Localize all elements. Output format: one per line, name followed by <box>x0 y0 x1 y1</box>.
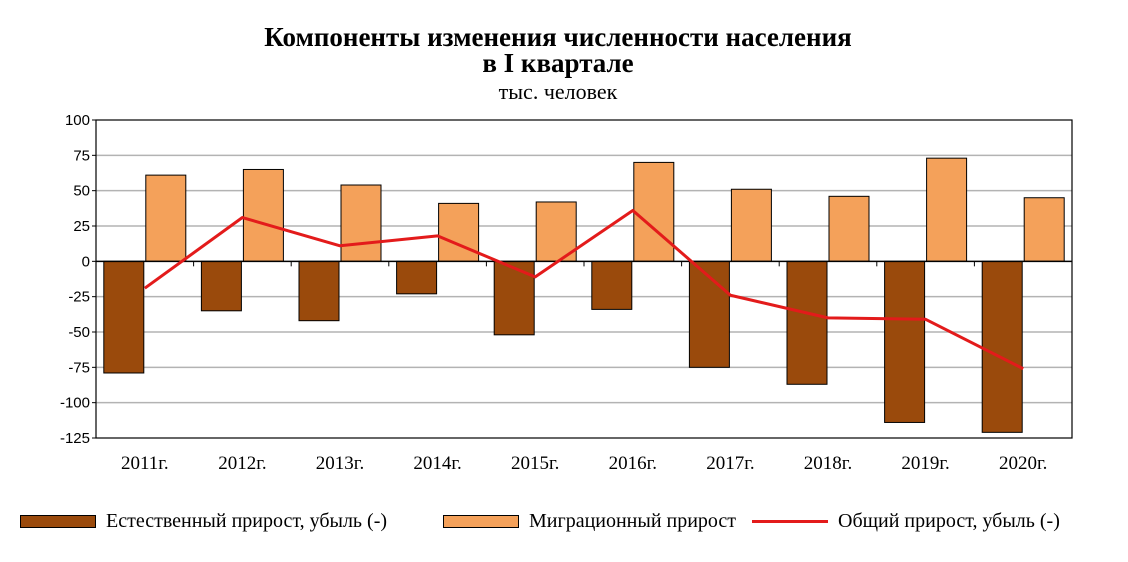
bar-migration <box>633 161 675 262</box>
legend-item-total: Общий прирост, убыль (-) <box>752 506 1060 536</box>
legend-label-natural: Естественный прирост, убыль (-) <box>106 509 388 532</box>
bar-natural <box>688 260 730 368</box>
legend-item-migration: Миграционный прирост <box>443 506 736 536</box>
x-category-label: 2019г. <box>901 453 949 474</box>
chart-subtitle: тыс. человек <box>498 79 618 104</box>
line-total <box>143 208 1024 371</box>
bar-migration <box>535 201 577 262</box>
legend-label-migration: Миграционный прирост <box>529 509 737 532</box>
legend-swatch-natural <box>20 514 96 528</box>
bar-natural <box>298 260 340 322</box>
bar-natural <box>884 260 926 423</box>
legend: Естественный прирост, убыль (-) Миграцио… <box>0 506 1128 536</box>
bar-migration <box>242 168 284 262</box>
bar-natural <box>981 260 1023 433</box>
legend-swatch-migration <box>443 514 519 528</box>
bar-natural <box>103 260 145 374</box>
bar-natural <box>396 260 438 295</box>
bar-natural <box>200 260 242 312</box>
x-category-label: 2013г. <box>316 453 364 474</box>
x-category-label: 2018г. <box>804 453 852 474</box>
y-tick-label: -100 <box>60 395 90 412</box>
plot-frame <box>95 119 1073 439</box>
population-chart: 100 75 50 25 0 -25 -50 -75 -100 -125 2011г. 2012г. 2… <box>60 112 1073 474</box>
y-tick-label: -125 <box>60 430 90 447</box>
chart-title-line2: в I квартале <box>482 48 634 78</box>
x-category-label: 2016г. <box>609 453 657 474</box>
x-category-label: 2012г. <box>218 453 266 474</box>
x-category-label: 2020г. <box>999 453 1047 474</box>
y-tick-label: 100 <box>65 112 90 129</box>
bar-migration <box>340 184 382 262</box>
bar-migration <box>828 195 870 262</box>
bar-natural <box>591 260 633 310</box>
bar-migration <box>926 157 968 262</box>
bar-migration <box>145 174 187 262</box>
x-category-label: 2014г. <box>413 453 461 474</box>
legend-item-natural: Естественный прирост, убыль (-) <box>20 506 387 536</box>
x-category-label: 2017г. <box>706 453 754 474</box>
legend-line-total <box>752 519 828 523</box>
y-tick-label: -25 <box>68 289 90 306</box>
bar-migration <box>730 188 772 262</box>
y-tick-label: -75 <box>68 359 90 376</box>
y-tick-label: 75 <box>73 147 90 164</box>
y-tick-label: -50 <box>68 324 90 341</box>
bar-migration <box>1023 197 1065 262</box>
x-category-label: 2011г. <box>121 453 169 474</box>
x-category-label: 2015г. <box>511 453 559 474</box>
y-tick-label: 0 <box>82 253 90 270</box>
legend-label-total: Общий прирост, убыль (-) <box>838 509 1060 532</box>
y-tick-label: 50 <box>73 183 90 200</box>
y-tick-label: 25 <box>73 218 90 235</box>
chart-title-line1: Компоненты изменения численности населен… <box>264 22 852 52</box>
bar-natural <box>786 260 828 385</box>
bar-migration <box>438 202 480 262</box>
